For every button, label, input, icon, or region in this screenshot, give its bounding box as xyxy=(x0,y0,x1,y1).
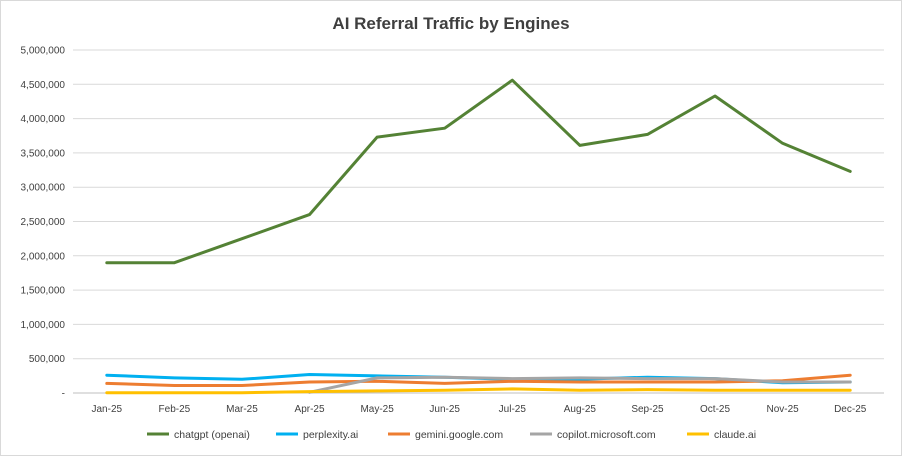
gridlines xyxy=(73,49,884,394)
x-tick-label: Jul-25 xyxy=(499,404,527,415)
legend-label: perplexity.ai xyxy=(303,429,358,441)
chart-title: AI Referral Traffic by Engines xyxy=(332,14,569,33)
legend-label: claude.ai xyxy=(714,429,756,441)
x-tick-label: Nov-25 xyxy=(767,404,800,415)
x-tick-label: Jan-25 xyxy=(92,404,123,415)
series-line-gemini-google-com xyxy=(105,373,852,387)
x-tick-label: Sep-25 xyxy=(631,404,664,415)
x-tick-label: Mar-25 xyxy=(226,404,258,415)
legend-label: chatgpt (openai) xyxy=(174,429,250,441)
series-line-claude-ai xyxy=(105,387,852,395)
x-axis-ticks: Jan-25 Feb-25 Mar-25 Apr-25 May-25 Jun-25 Jul-… xyxy=(92,404,867,415)
x-tick-label: Aug-25 xyxy=(564,404,597,415)
x-tick-label: May-25 xyxy=(360,404,394,415)
y-tick-label: 4,500,000 xyxy=(21,80,66,91)
series-line-copilot-microsoft-com xyxy=(308,375,852,394)
legend-label: copilot.microsoft.com xyxy=(557,429,656,441)
y-tick-label: 5,000,000 xyxy=(21,46,66,57)
y-tick-label: 2,500,000 xyxy=(21,217,66,228)
y-axis-ticks: - 500,000 1,000,000 1,500,000 2,000,000 2,500… xyxy=(21,46,66,400)
x-tick-label: Dec-25 xyxy=(834,404,867,415)
series-lines xyxy=(105,78,852,395)
series-line-chatgpt-openai xyxy=(105,78,852,265)
y-tick-label: 1,000,000 xyxy=(21,320,66,331)
y-tick-label: 4,000,000 xyxy=(21,114,66,125)
y-tick-label: 2,000,000 xyxy=(21,251,66,262)
x-tick-label: Feb-25 xyxy=(159,404,191,415)
x-tick-label: Jun-25 xyxy=(429,404,460,415)
y-tick-label: 1,500,000 xyxy=(21,286,66,297)
y-tick-label: 3,000,000 xyxy=(21,183,66,194)
x-tick-label: Apr-25 xyxy=(295,404,325,415)
legend: chatgpt (openai) perplexity.ai gemini.goog… xyxy=(147,429,756,441)
x-tick-label: Oct-25 xyxy=(700,404,730,415)
legend-label: gemini.google.com xyxy=(415,429,503,441)
y-tick-label: 3,500,000 xyxy=(21,148,66,159)
y-tick-label: 500,000 xyxy=(29,354,66,365)
y-tick-label: - xyxy=(62,389,65,400)
